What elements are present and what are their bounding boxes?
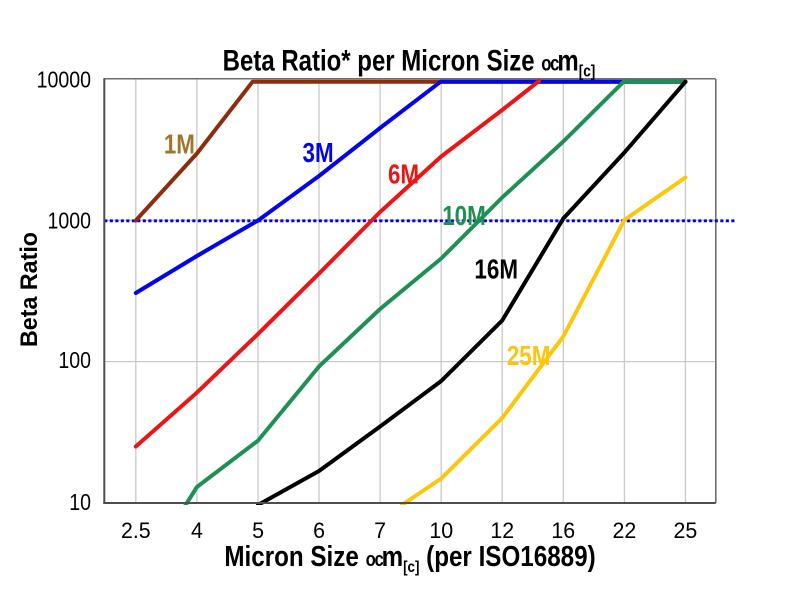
svg-text:1000: 1000	[48, 208, 92, 234]
svg-text:1M: 1M	[164, 129, 195, 160]
svg-text:25M: 25M	[507, 341, 551, 372]
svg-text:4: 4	[191, 517, 203, 543]
svg-text:100: 100	[58, 348, 91, 374]
svg-text:2.5: 2.5	[121, 517, 151, 543]
svg-text:6M: 6M	[388, 159, 419, 190]
svg-text:Beta Ratio: Beta Ratio	[17, 232, 43, 347]
svg-text:6: 6	[313, 517, 325, 543]
svg-text:10: 10	[429, 517, 453, 543]
svg-text:Beta Ratio* per Micron Size oc: Beta Ratio* per Micron Size ocm[c]	[223, 43, 596, 81]
svg-text:22: 22	[613, 517, 637, 543]
svg-text:3M: 3M	[303, 138, 334, 169]
svg-text:7: 7	[374, 517, 386, 543]
svg-text:16: 16	[551, 517, 575, 543]
svg-text:25: 25	[674, 517, 698, 543]
svg-text:12: 12	[490, 517, 514, 543]
svg-text:10M: 10M	[442, 201, 486, 232]
svg-text:10: 10	[69, 490, 91, 516]
svg-text:16M: 16M	[474, 254, 518, 285]
svg-text:10000: 10000	[37, 67, 91, 93]
svg-text:5: 5	[252, 517, 264, 543]
